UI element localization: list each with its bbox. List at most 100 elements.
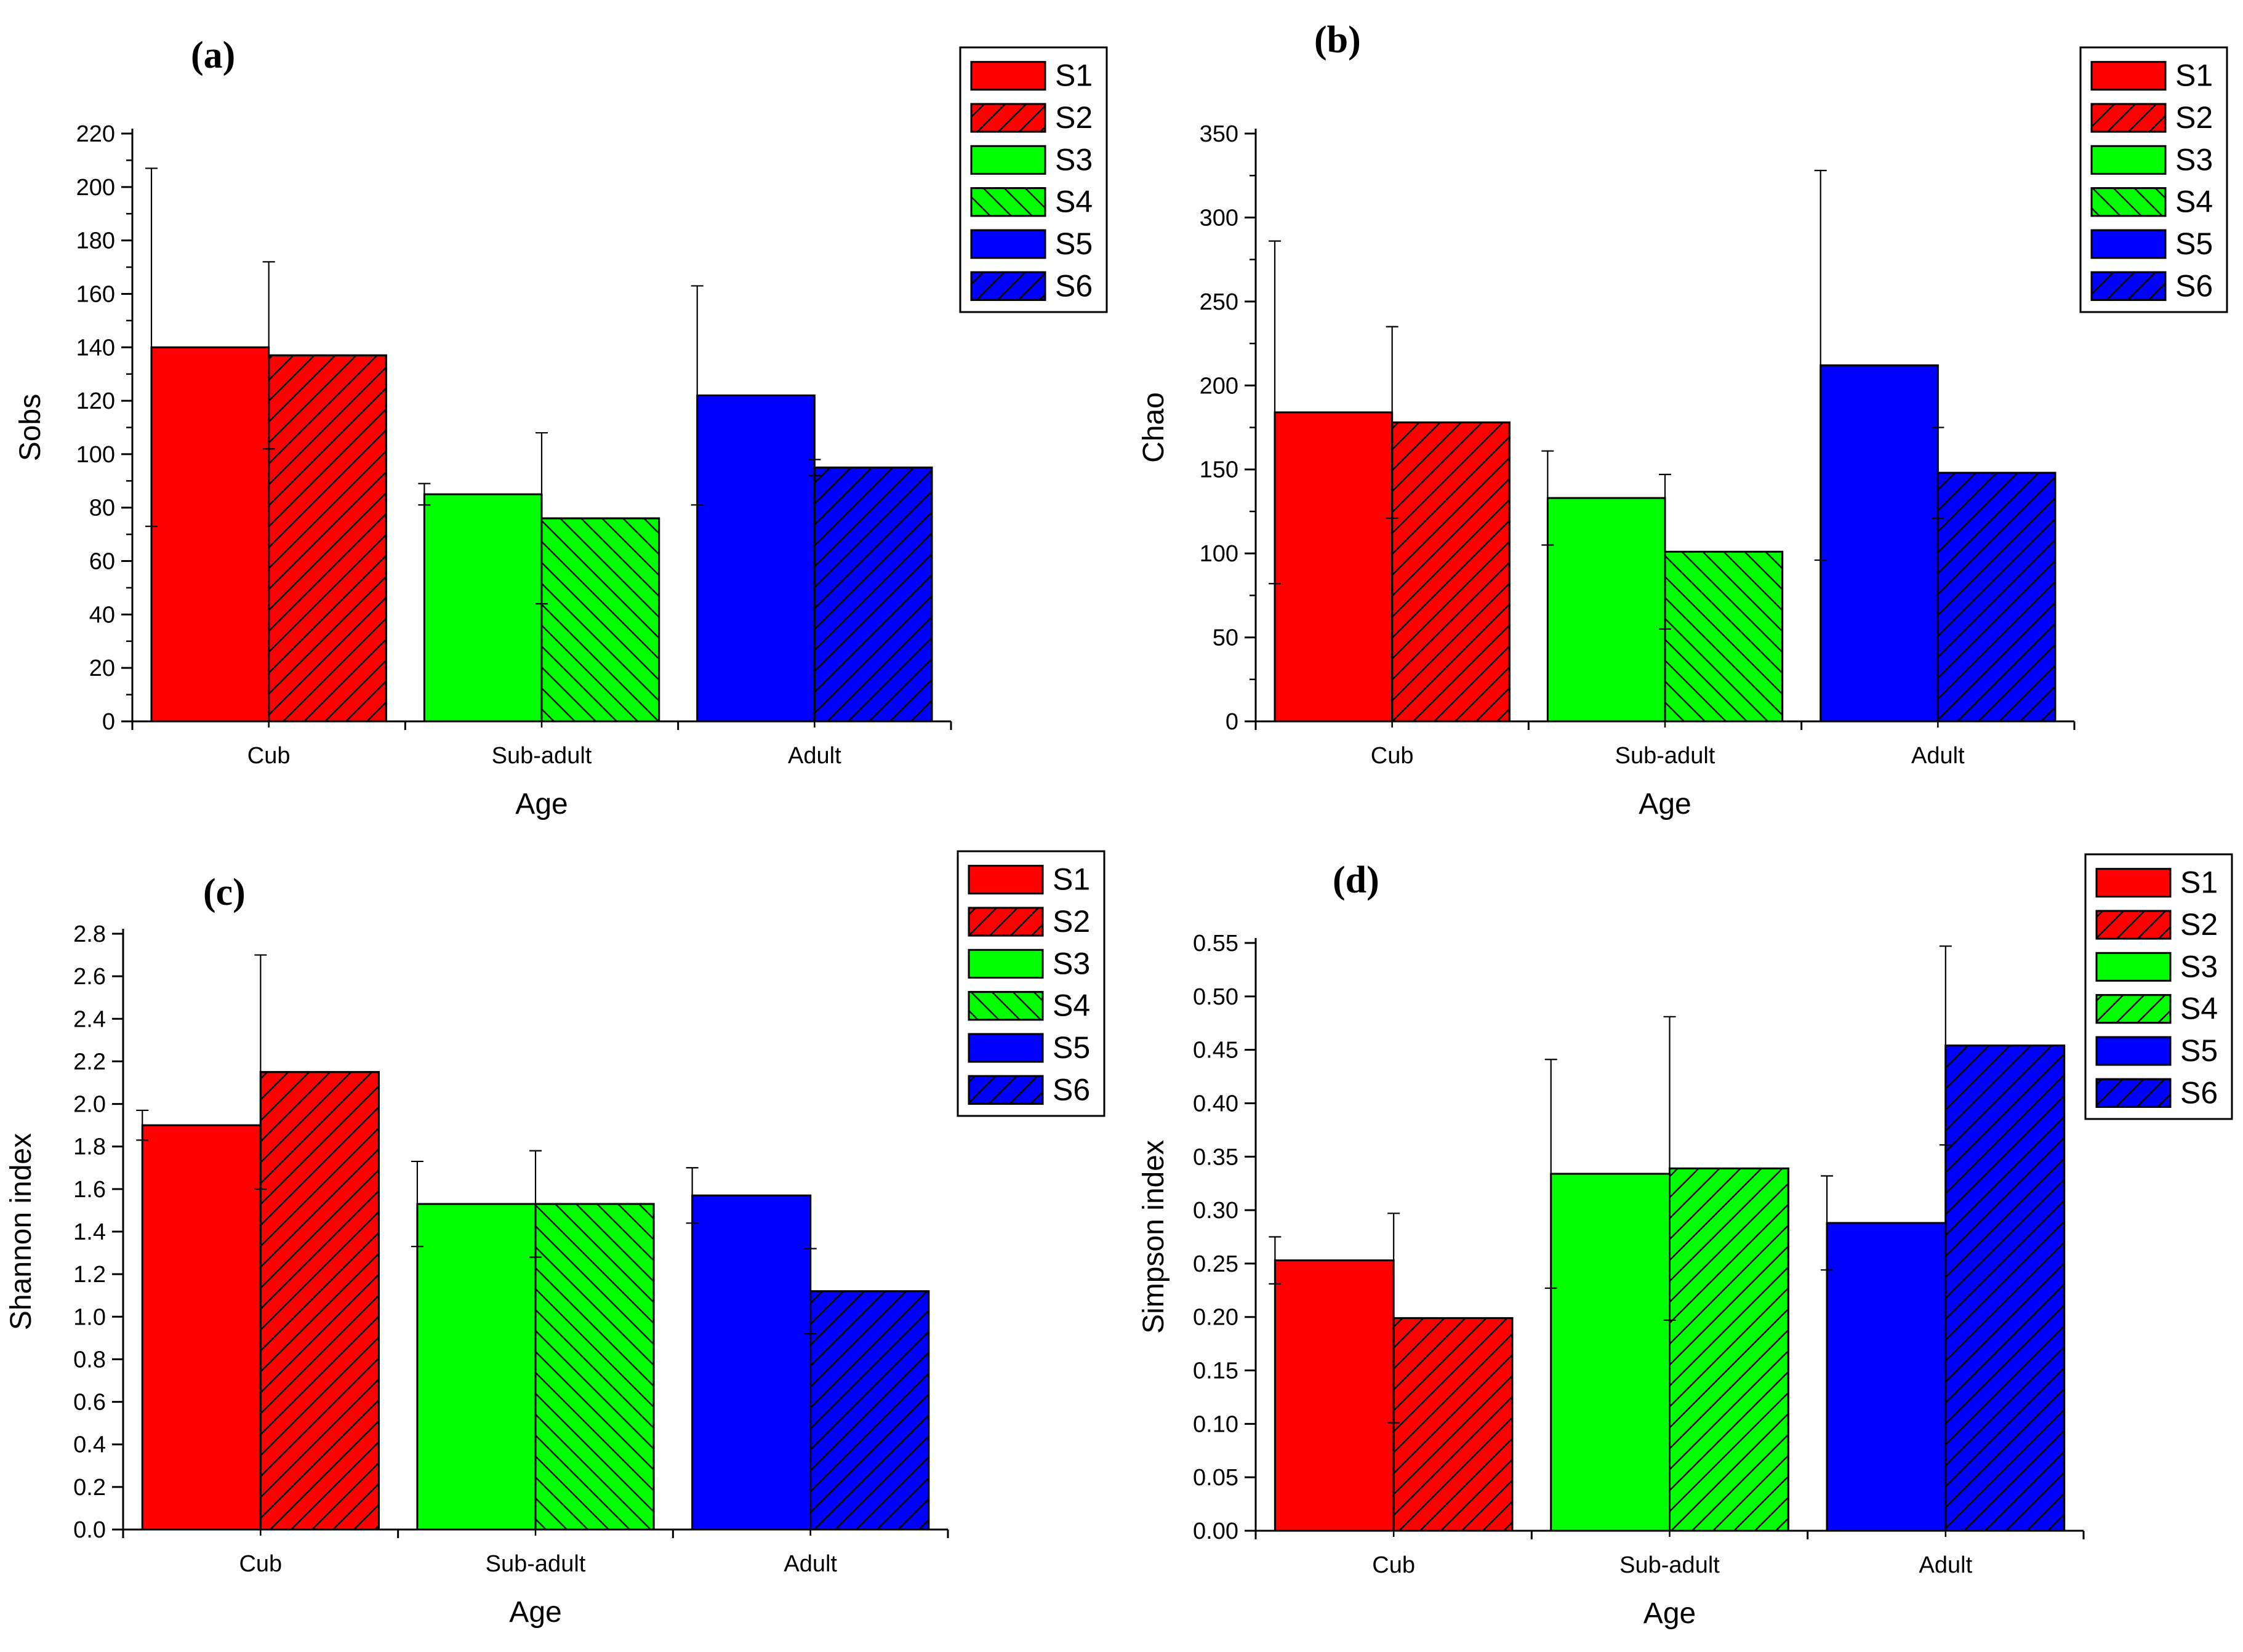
legend-swatch-s3 xyxy=(2097,953,2170,980)
legend-swatch-s1 xyxy=(971,62,1045,90)
legend-label-s6: S6 xyxy=(1053,1072,1090,1107)
bar-hatch-s6 xyxy=(1938,473,2055,721)
y-tick-label: 0.15 xyxy=(1193,1358,1238,1384)
y-tick-label: 0.50 xyxy=(1193,984,1238,1010)
x-tick-label: Cub xyxy=(239,1551,282,1577)
y-tick-label: 180 xyxy=(76,228,115,254)
y-tick-label: 120 xyxy=(76,388,115,414)
bar-hatch-s2 xyxy=(260,1072,379,1530)
legend-swatch-hatch xyxy=(971,104,1045,132)
y-tick-label: 350 xyxy=(1200,121,1238,147)
y-tick-label: 2.4 xyxy=(73,1006,106,1032)
y-tick-label: 2.0 xyxy=(73,1092,106,1118)
y-tick-label: 0.05 xyxy=(1193,1465,1238,1491)
legend-label-s4: S4 xyxy=(2180,992,2218,1026)
y-tick-label: 0.45 xyxy=(1193,1038,1238,1064)
y-tick-label: 2.2 xyxy=(73,1049,106,1075)
y-tick-label: 50 xyxy=(1213,625,1238,651)
y-tick-label: 100 xyxy=(1200,541,1238,567)
bar-s3-sub-adult xyxy=(424,494,542,721)
legend-label-s4: S4 xyxy=(2175,185,2213,219)
y-tick-label: 1.4 xyxy=(73,1219,106,1245)
legend-label-s3: S3 xyxy=(2180,949,2218,984)
y-tick-label: 220 xyxy=(76,121,115,147)
legend-swatch-s3 xyxy=(971,146,1045,174)
legend-label-s6: S6 xyxy=(1055,268,1093,303)
y-tick-label: 0.55 xyxy=(1193,931,1238,956)
bar-hatch-s2 xyxy=(1392,422,1510,721)
bar-s1-cub xyxy=(1275,412,1392,721)
y-tick-label: 0.40 xyxy=(1193,1091,1238,1117)
x-tick-label: Adult xyxy=(788,743,841,769)
x-tick-label: Adult xyxy=(784,1551,837,1577)
y-tick-label: 200 xyxy=(76,175,115,201)
legend-label-s3: S3 xyxy=(1055,142,1093,177)
legend-swatch-s1 xyxy=(2092,62,2165,90)
y-tick-label: 0.8 xyxy=(73,1347,106,1373)
legend-label-s2: S2 xyxy=(2180,907,2218,942)
x-tick-label: Cub xyxy=(1371,743,1414,769)
legend-label-s5: S5 xyxy=(2180,1033,2218,1068)
legend-swatch-hatch xyxy=(971,188,1045,216)
legend-swatch-hatch xyxy=(2097,1079,2170,1107)
bar-s1-cub xyxy=(142,1125,260,1530)
legend-swatch-hatch xyxy=(2092,104,2165,132)
legend-label-s2: S2 xyxy=(2175,100,2213,135)
legend-label-s2: S2 xyxy=(1053,904,1090,939)
y-tick-label: 0.6 xyxy=(73,1390,106,1416)
y-tick-label: 0.10 xyxy=(1193,1411,1238,1437)
legend-label-s4: S4 xyxy=(1055,185,1093,219)
x-tick-label: Cub xyxy=(247,743,291,769)
bar-hatch-s6 xyxy=(811,1291,929,1530)
y-tick-label: 250 xyxy=(1200,289,1238,315)
legend-label-s1: S1 xyxy=(1055,58,1093,93)
legend-label-s5: S5 xyxy=(1053,1030,1090,1065)
legend-swatch-hatch xyxy=(969,908,1043,936)
legend-label-s3: S3 xyxy=(2175,142,2213,177)
y-tick-label: 1.8 xyxy=(73,1134,106,1160)
y-tick-label: 0.30 xyxy=(1193,1198,1238,1224)
legend-label-s4: S4 xyxy=(1053,988,1090,1023)
y-tick-label: 1.6 xyxy=(73,1177,106,1203)
y-tick-label: 0.25 xyxy=(1193,1251,1238,1277)
panel-label: (d) xyxy=(1333,859,1379,901)
panel-label: (a) xyxy=(191,34,235,76)
y-tick-label: 1.0 xyxy=(73,1304,106,1330)
chart-panel-c: (c) 0.0 0.2 0.4 0.6 0.8 1.0 1.2 1.4 1.6 1.8 2.0 2.2 2… xyxy=(5,851,1104,1629)
y-tick-label: 0.4 xyxy=(73,1432,106,1458)
legend-label-s5: S5 xyxy=(1055,227,1093,261)
bar-s5-adult xyxy=(1821,366,1938,721)
legend-swatch-s1 xyxy=(969,866,1043,894)
y-tick-label: 0 xyxy=(1226,709,1238,735)
y-tick-label: 0.35 xyxy=(1193,1144,1238,1170)
bar-hatch-s6 xyxy=(814,468,932,721)
bar-hatch-s4 xyxy=(1670,1168,1789,1531)
legend-swatch-hatch xyxy=(971,272,1045,300)
legend-swatch-s3 xyxy=(969,950,1043,977)
bar-s1-cub xyxy=(1275,1261,1394,1531)
bar-hatch-s2 xyxy=(1394,1318,1512,1531)
legend-swatch-hatch xyxy=(2092,272,2165,300)
chart-panel-a: (a) 0 20 40 60 80 100 120 140 160 180 200 220 Cub Sub-… xyxy=(14,34,1107,820)
legend-swatch-s1 xyxy=(2097,869,2170,897)
y-tick-label: 2.8 xyxy=(73,921,106,947)
legend-swatch-s5 xyxy=(969,1034,1043,1062)
x-tick-label: Sub-adult xyxy=(1619,1552,1720,1578)
legend-label-s1: S1 xyxy=(2175,58,2213,93)
legend: S1 S2 S3 S4 S5 S6 xyxy=(958,851,1104,1116)
x-axis-title: Age xyxy=(515,788,568,820)
legend-label-s6: S6 xyxy=(2175,268,2213,303)
bar-hatch-s4 xyxy=(1665,551,1783,721)
bar-s1-cub xyxy=(151,347,269,721)
bar-hatch-s4 xyxy=(536,1204,654,1530)
x-tick-label: Adult xyxy=(1919,1552,1973,1578)
x-tick-label: Sub-adult xyxy=(1615,743,1715,769)
legend-swatch-s5 xyxy=(2092,230,2165,258)
x-axis-title: Age xyxy=(1639,788,1691,820)
chart-panel-d: (d) 0.00 0.05 0.10 0.15 0.20 0.25 0.30 0.35 0.40 0… xyxy=(1138,854,2232,1630)
legend-swatch-s5 xyxy=(971,230,1045,258)
panel-label: (c) xyxy=(203,872,246,913)
y-tick-label: 0.0 xyxy=(73,1517,106,1543)
bar-s3-sub-adult xyxy=(417,1204,536,1530)
y-tick-label: 2.6 xyxy=(73,964,106,990)
